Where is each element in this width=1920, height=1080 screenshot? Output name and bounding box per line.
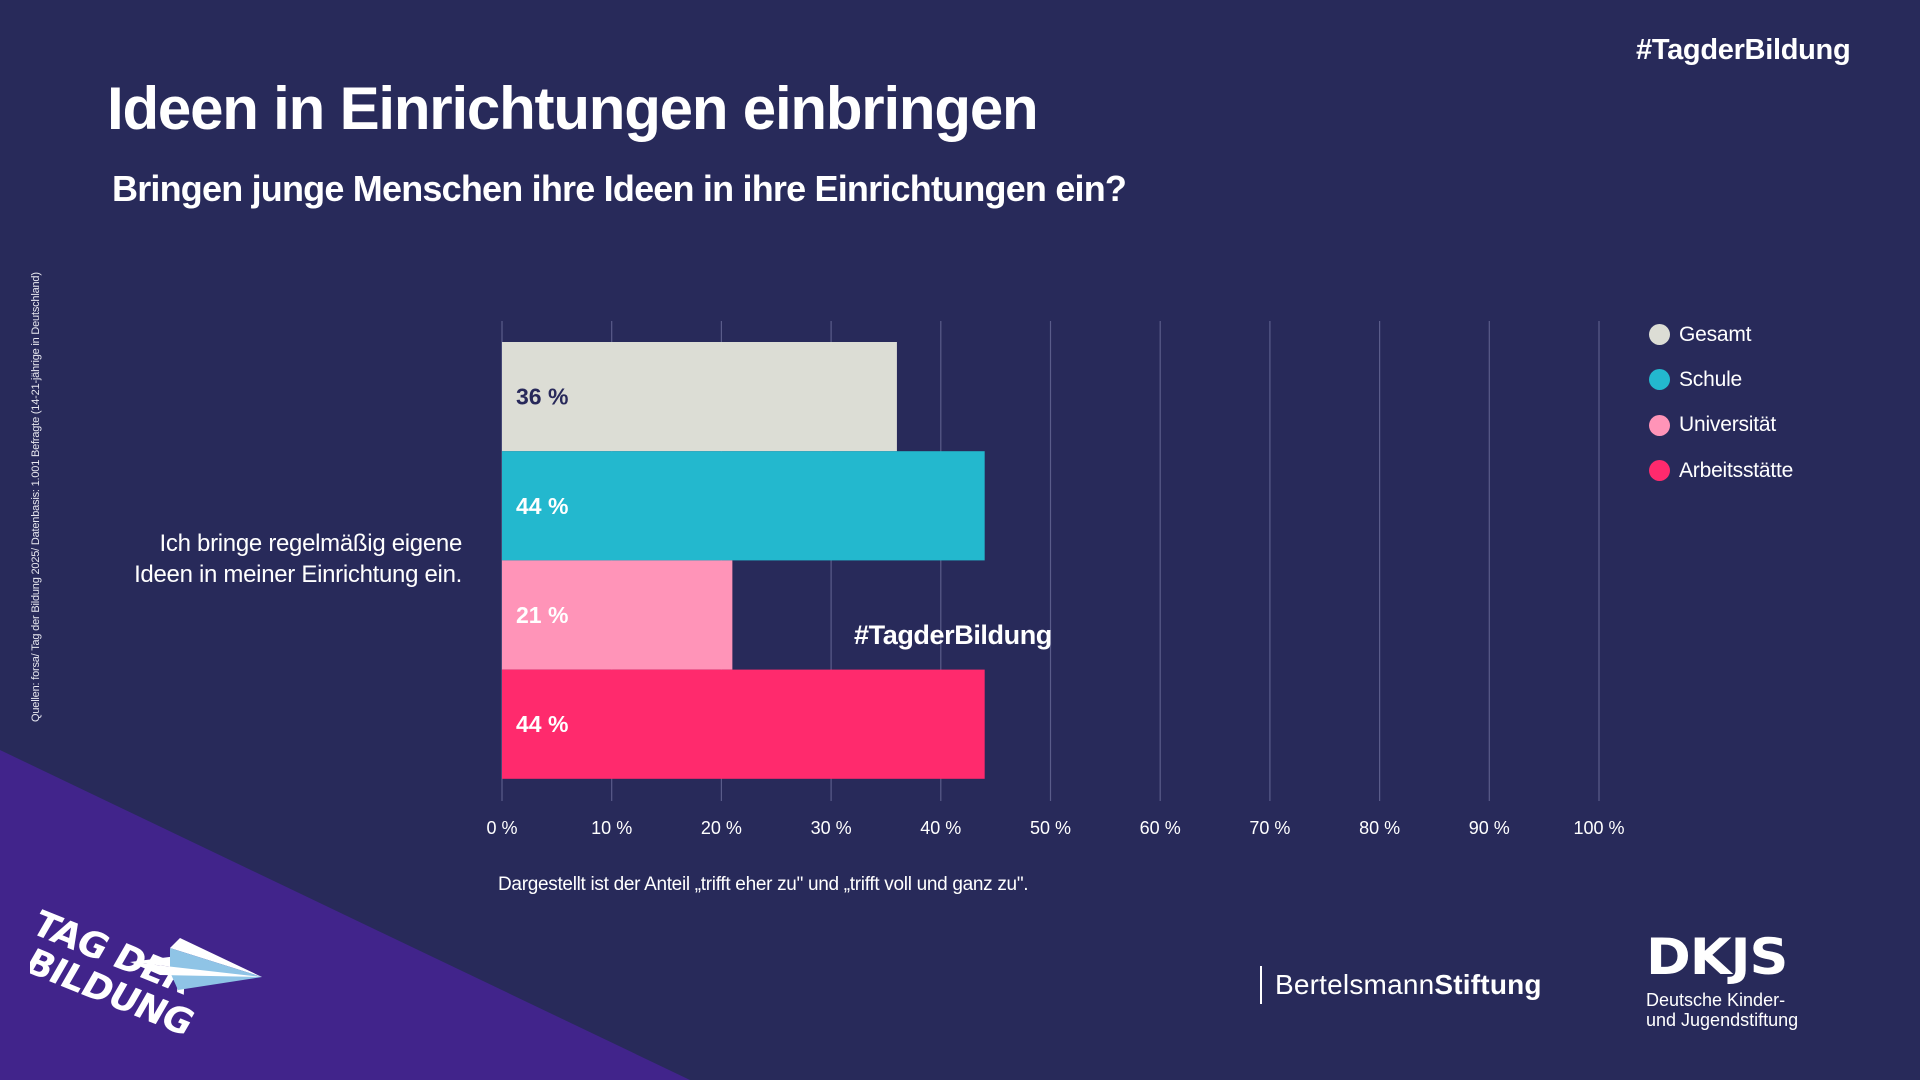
bar-value-label: 44 %	[516, 711, 568, 737]
bar-arbeitsstätte	[502, 669, 985, 779]
tag-der-bildung-logo: TAG DER BILDUNG	[30, 903, 262, 1044]
x-tick-label: 60 %	[1140, 818, 1181, 838]
legend-item-arbeitsstaette: Arbeitsstätte	[1649, 448, 1793, 493]
bertelsmann-regular: Bertelsmann	[1275, 969, 1435, 1000]
bar-value-label: 21 %	[516, 602, 568, 628]
bar-value-label: 44 %	[516, 493, 568, 519]
legend-label: Gesamt	[1679, 322, 1752, 346]
bar-universität	[502, 560, 733, 670]
chart-subtitle: Bringen junge Menschen ihre Ideen in ihr…	[112, 168, 1127, 209]
legend-item-schule: Schule	[1649, 357, 1793, 402]
paper-plane-icon	[130, 938, 262, 990]
bertelsmann-divider	[1260, 966, 1262, 1004]
dkjs-line-2: und Jugendstiftung	[1646, 1010, 1799, 1030]
bertelsmann-bold: Stiftung	[1434, 969, 1542, 1000]
bar-value-label: 36 %	[516, 384, 568, 410]
hashtag-watermark: #TagderBildung	[854, 620, 1052, 650]
x-tick-label: 70 %	[1249, 818, 1290, 838]
category-label-line-1: Ich bringe regelmäßig eigene	[159, 530, 463, 557]
hashtag-header: #TagderBildung	[1636, 34, 1851, 66]
legend-swatch	[1649, 324, 1670, 346]
dkjs-line-1: Deutsche Kinder-	[1646, 990, 1786, 1010]
legend: Gesamt Schule Universität Arbeitsstätte	[1649, 312, 1793, 493]
page-title: Ideen in Einrichtungen einbringen	[107, 75, 1039, 142]
x-tick-label: 20 %	[701, 818, 742, 838]
bar-gesamt	[502, 342, 897, 452]
legend-swatch	[1649, 369, 1670, 391]
legend-label: Schule	[1679, 367, 1743, 391]
x-tick-label: 80 %	[1359, 818, 1400, 838]
legend-label: Universität	[1679, 413, 1776, 437]
x-tick-label: 30 %	[811, 818, 852, 838]
bars: 36 % 44 % 21 % 44 %	[502, 342, 985, 779]
chart-note: Dargestellt ist der Anteil „trifft eher …	[498, 874, 1029, 895]
x-tick-label: 90 %	[1469, 818, 1510, 838]
x-tick-label: 10 %	[591, 818, 632, 838]
dkjs-mark: DKJS	[1646, 928, 1788, 986]
legend-label: Arbeitsstätte	[1679, 458, 1794, 482]
bar-schule	[502, 451, 985, 561]
x-tick-labels: 0 % 10 % 20 % 30 % 40 % 50 % 60 % 70 % 80 % 90 % 1…	[486, 818, 1624, 838]
x-tick-label: 50 %	[1030, 818, 1071, 838]
category-label-line-2: Ideen in meiner Einrichtung ein.	[134, 561, 462, 588]
legend-swatch	[1649, 460, 1670, 482]
bertelsmann-logo: BertelsmannStiftung	[1260, 966, 1542, 1004]
legend-item-gesamt: Gesamt	[1649, 312, 1793, 357]
category-label: Ich bringe regelmäßig eigene Ideen in me…	[82, 528, 462, 590]
legend-item-universitaet: Universität	[1649, 403, 1793, 448]
x-tick-label: 0 %	[486, 818, 517, 838]
dkjs-logo: DKJS Deutsche Kinder- und Jugendstiftung	[1646, 932, 1799, 1030]
legend-swatch	[1649, 414, 1670, 436]
x-tick-label: 40 %	[920, 818, 961, 838]
x-tick-label: 100 %	[1573, 818, 1624, 838]
